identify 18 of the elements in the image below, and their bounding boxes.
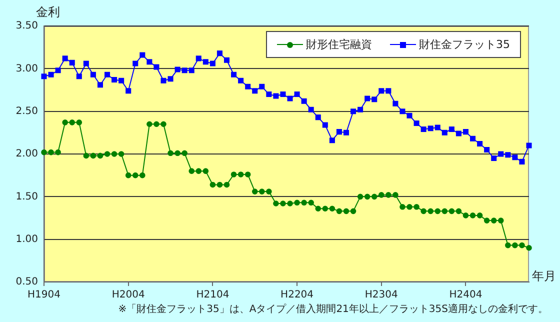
legend-label: 財住金フラット35 bbox=[419, 37, 510, 52]
y-tick-label: 0.50 bbox=[16, 276, 38, 288]
y-tick-label: 3.00 bbox=[16, 63, 38, 74]
x-tick-label: H2404 bbox=[449, 290, 482, 301]
x-tick-label: H2004 bbox=[112, 290, 145, 301]
legend-label: 財形住宅融資 bbox=[306, 37, 372, 52]
y-tick-label: 2.00 bbox=[16, 148, 38, 160]
x-tick-label: H2104 bbox=[196, 290, 230, 301]
y-tick-label: 2.50 bbox=[16, 106, 38, 117]
x-tick-label: H2304 bbox=[364, 290, 398, 301]
y-tick-label: 1.50 bbox=[16, 191, 38, 202]
y-tick-label: 1.00 bbox=[16, 234, 38, 245]
x-axis-title: 年月 bbox=[532, 268, 556, 285]
text: ※「財住金フラット35」は、Aタイプ／借入期間21年以上／フラット35S適用なしの金利です。 bbox=[118, 302, 548, 316]
x-tick-label: H2204 bbox=[280, 290, 314, 301]
y-axis-title: 金利 bbox=[36, 4, 60, 21]
y-tick-label: 3.50 bbox=[16, 20, 38, 32]
x-tick-label: H1904 bbox=[28, 290, 60, 301]
